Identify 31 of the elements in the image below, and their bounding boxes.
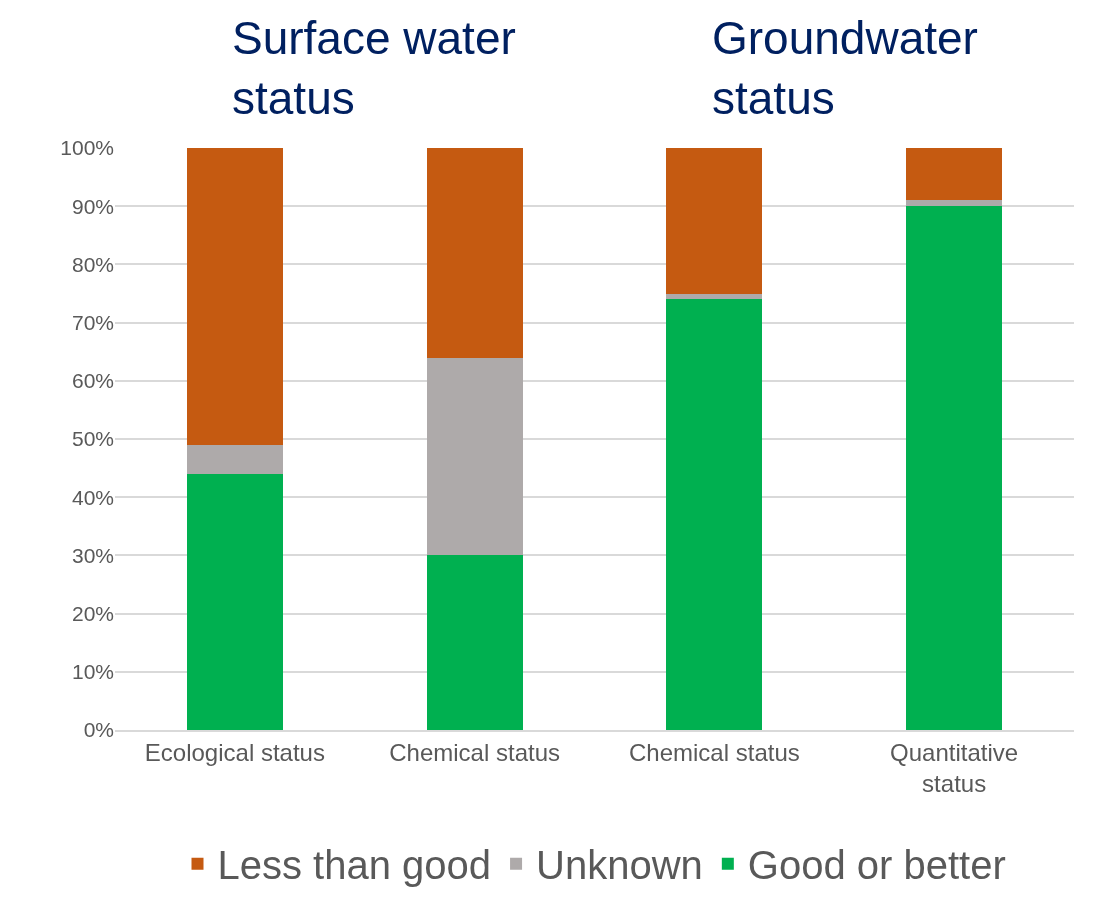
x-tick-label: Chemical status xyxy=(629,738,800,766)
bar xyxy=(426,357,523,556)
bar xyxy=(426,555,523,730)
bar xyxy=(906,200,1003,207)
legend-label: Good or better xyxy=(747,843,1006,888)
bar xyxy=(906,148,1003,201)
y-tick-label: 90% xyxy=(71,194,114,218)
y-tick-label: 20% xyxy=(71,601,114,625)
bar xyxy=(906,206,1003,730)
x-tick-label: Ecological status xyxy=(144,738,325,766)
y-tick-label: 70% xyxy=(71,310,114,334)
legend-label: Unknown xyxy=(536,843,703,888)
legend-label: Less than good xyxy=(217,843,492,888)
y-tick-label: 10% xyxy=(71,660,114,684)
bar xyxy=(426,148,523,358)
bar xyxy=(186,444,283,474)
bar xyxy=(186,473,283,730)
y-tick-label: 80% xyxy=(71,252,114,276)
y-tick-label: 50% xyxy=(71,427,114,451)
bar xyxy=(186,148,283,445)
bar xyxy=(666,299,763,730)
y-tick-label: 0% xyxy=(83,718,114,742)
y-tick-label: 40% xyxy=(71,485,114,509)
bar xyxy=(666,148,763,294)
x-tick-label: Chemical status xyxy=(389,738,560,766)
y-tick-label: 30% xyxy=(71,543,114,567)
text: Groundwater status xyxy=(712,12,978,124)
text: Surface water status xyxy=(232,12,516,124)
y-tick-label: 60% xyxy=(71,369,114,393)
x-tick-label: Quantitative status xyxy=(890,738,1019,797)
y-tick-label: 100% xyxy=(60,136,114,160)
